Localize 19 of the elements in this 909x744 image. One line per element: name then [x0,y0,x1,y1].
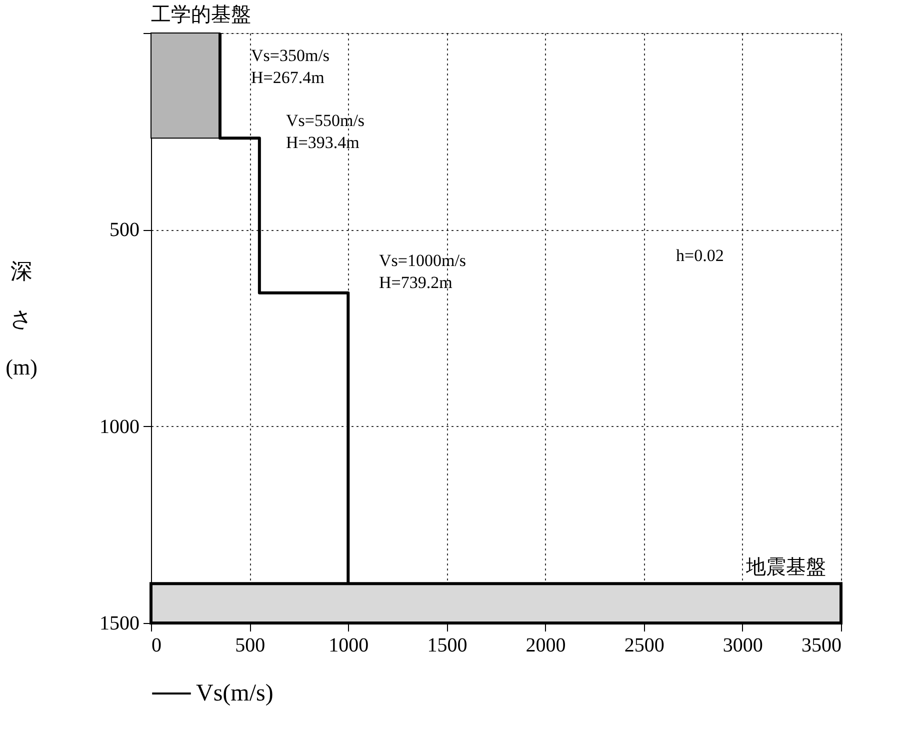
annotation: Vs=1000m/s H=739.2m [379,251,466,292]
y-axis-title: 深さ (m) [6,258,38,380]
chart-title: 工学的基盤 [151,4,251,26]
y-tick-label: 1500 [100,612,140,634]
annotation: h=0.02 [676,246,724,265]
band-label: 地震基盤 [745,556,826,579]
x-tick-label: 0 [152,634,162,656]
legend-label: Vs(m/s) [196,680,274,706]
annotation: Vs=350m/s H=267.4m [251,46,330,87]
x-tick-label: 2500 [624,634,664,656]
x-tick-label: 500 [235,634,266,656]
y-tick-label: 500 [110,219,140,242]
x-tick-label: 1500 [427,634,468,656]
y-tick-label: 1000 [100,416,140,438]
annotation: Vs=550m/s H=393.4m [286,111,365,152]
x-tick-label: 3500 [802,634,842,656]
x-tick-label: 2000 [526,634,566,656]
x-tick-label: 3000 [722,634,763,656]
x-tick-label: 1000 [328,634,369,656]
